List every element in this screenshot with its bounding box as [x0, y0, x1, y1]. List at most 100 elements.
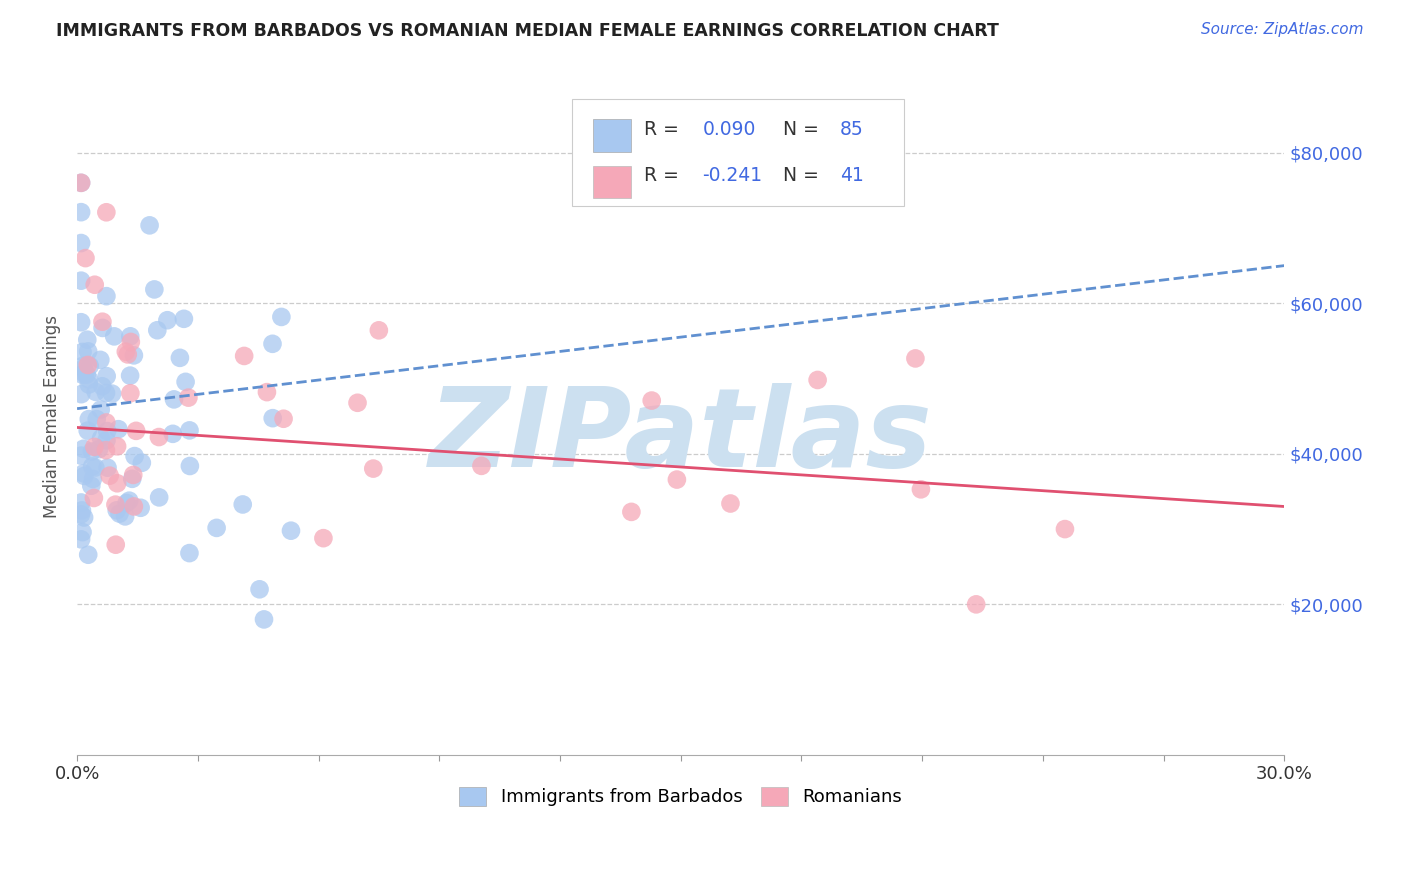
Point	[70, 387, 93, 401]
Point	[83, 277, 105, 292]
Point	[280, 524, 302, 538]
Point	[1053, 522, 1076, 536]
Point	[83, 440, 105, 454]
Point	[270, 310, 292, 324]
Point	[665, 473, 688, 487]
Point	[96, 289, 118, 303]
Point	[72, 359, 94, 373]
Point	[70, 449, 93, 463]
Point	[470, 458, 492, 473]
Point	[904, 351, 927, 366]
Point	[115, 496, 138, 510]
Point	[91, 379, 114, 393]
Point	[965, 598, 987, 612]
Point	[104, 538, 127, 552]
Point	[143, 282, 166, 296]
Point	[94, 386, 117, 401]
Point	[179, 546, 201, 560]
FancyBboxPatch shape	[592, 166, 631, 198]
Point	[120, 329, 142, 343]
Text: 41: 41	[839, 166, 863, 186]
Point	[84, 384, 107, 399]
Point	[96, 416, 118, 430]
Point	[114, 509, 136, 524]
Point	[77, 412, 100, 426]
Point	[70, 315, 93, 329]
Text: 85: 85	[839, 120, 863, 139]
Point	[118, 493, 141, 508]
Point	[70, 235, 93, 250]
Point	[91, 321, 114, 335]
Point	[122, 500, 145, 514]
Point	[232, 498, 254, 512]
Text: N =: N =	[772, 166, 825, 186]
Point	[80, 444, 103, 458]
Point	[75, 251, 97, 265]
Point	[148, 430, 170, 444]
Point	[77, 344, 100, 359]
Point	[367, 323, 389, 337]
Point	[76, 358, 98, 372]
Y-axis label: Median Female Earnings: Median Female Earnings	[44, 315, 60, 517]
Point	[96, 205, 118, 219]
Point	[173, 311, 195, 326]
Point	[82, 459, 104, 474]
Point	[138, 219, 160, 233]
Point	[89, 352, 111, 367]
Point	[96, 434, 118, 448]
Point	[363, 461, 385, 475]
Point	[103, 329, 125, 343]
Point	[80, 479, 103, 493]
Point	[94, 443, 117, 458]
Point	[148, 491, 170, 505]
Point	[77, 548, 100, 562]
Point	[146, 323, 169, 337]
Point	[163, 392, 186, 407]
Point	[179, 423, 201, 437]
Point	[121, 472, 143, 486]
FancyBboxPatch shape	[592, 120, 631, 152]
Point	[177, 391, 200, 405]
Point	[156, 313, 179, 327]
Point	[105, 439, 128, 453]
Point	[96, 460, 118, 475]
Point	[249, 582, 271, 597]
Point	[70, 274, 93, 288]
Point	[346, 396, 368, 410]
Point	[98, 468, 121, 483]
FancyBboxPatch shape	[572, 99, 904, 206]
Point	[70, 495, 93, 509]
Legend: Immigrants from Barbados, Romanians: Immigrants from Barbados, Romanians	[453, 780, 910, 814]
Point	[273, 411, 295, 425]
Point	[124, 449, 146, 463]
Point	[96, 424, 118, 438]
Point	[262, 336, 284, 351]
Text: R =: R =	[644, 120, 685, 139]
Point	[256, 385, 278, 400]
Point	[105, 503, 128, 517]
Point	[72, 345, 94, 359]
Text: 0.090: 0.090	[703, 120, 756, 139]
Point	[108, 507, 131, 521]
Point	[807, 373, 830, 387]
Point	[641, 393, 664, 408]
Point	[312, 531, 335, 545]
Point	[70, 176, 93, 190]
Point	[131, 456, 153, 470]
Point	[90, 402, 112, 417]
Point	[910, 483, 932, 497]
Text: ZIPatlas: ZIPatlas	[429, 383, 932, 490]
Point	[91, 315, 114, 329]
Point	[122, 467, 145, 482]
Text: IMMIGRANTS FROM BARBADOS VS ROMANIAN MEDIAN FEMALE EARNINGS CORRELATION CHART: IMMIGRANTS FROM BARBADOS VS ROMANIAN MED…	[56, 22, 1000, 40]
Point	[84, 460, 107, 475]
Point	[70, 533, 93, 547]
Point	[72, 442, 94, 456]
Point	[174, 375, 197, 389]
Point	[117, 347, 139, 361]
Point	[129, 500, 152, 515]
Point	[620, 505, 643, 519]
Point	[70, 503, 93, 517]
Point	[105, 476, 128, 491]
Point	[169, 351, 191, 365]
